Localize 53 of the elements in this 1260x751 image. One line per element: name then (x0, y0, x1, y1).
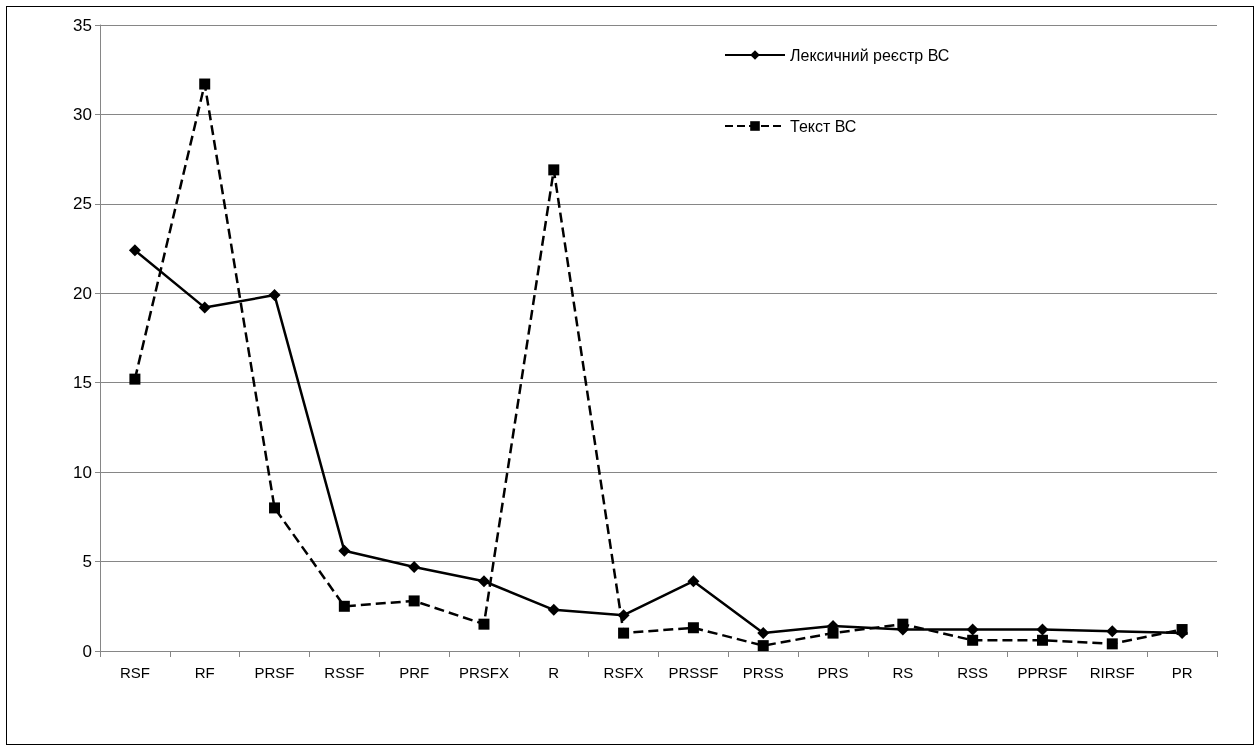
x-tick-label: R (548, 664, 560, 681)
point (757, 627, 770, 640)
point (966, 623, 979, 636)
x-tick-label: PRSSF (668, 664, 719, 681)
point (687, 575, 700, 588)
y-tick-label: 35 (73, 15, 92, 35)
y-tick-label: 15 (73, 373, 92, 393)
x-tick-label: RSF (119, 664, 150, 681)
y-tick-label: 25 (73, 194, 92, 214)
point (408, 595, 420, 607)
point (967, 634, 979, 646)
x-tick-label: PRSS (742, 664, 784, 681)
y-tick-label: 5 (82, 552, 92, 572)
point (827, 627, 839, 639)
point (129, 373, 141, 385)
point (1036, 634, 1048, 646)
x-tick-label: RSS (957, 664, 989, 681)
point (408, 560, 421, 573)
y-tick-label: 30 (73, 104, 92, 124)
x-tick-label: RF (194, 664, 215, 681)
point (617, 609, 630, 622)
point (1036, 623, 1049, 636)
y-tick-label: 20 (73, 283, 92, 303)
point (338, 544, 351, 557)
legend-label: Лексичний реєстр ВС (790, 46, 950, 64)
point (687, 622, 699, 634)
x-tick-label: RSSF (324, 664, 365, 681)
x-tick-label: PRS (817, 664, 849, 681)
x-tick-label: PPRSF (1017, 664, 1068, 681)
point (477, 575, 490, 588)
point (1106, 625, 1119, 638)
x-tick-label: PR (1171, 664, 1193, 681)
point (338, 600, 350, 612)
point (128, 244, 141, 257)
x-tick-label: PRSF (254, 664, 295, 681)
x-tick-label: RS (892, 664, 914, 681)
point (198, 301, 211, 314)
y-tick-label: 10 (73, 462, 92, 482)
x-tick-label: RIRSF (1089, 664, 1135, 681)
y-tick-label: 0 (82, 641, 92, 661)
x-tick-label: RSFX (603, 664, 644, 681)
point (199, 78, 211, 90)
point (618, 627, 630, 639)
legend-label: Текст ВС (790, 117, 857, 135)
point (478, 618, 490, 630)
x-tick-label: PRSFX (458, 664, 509, 681)
x-tick-label: PRF (399, 664, 430, 681)
point (269, 502, 281, 514)
point (547, 603, 560, 616)
point (757, 640, 769, 652)
point (1106, 638, 1118, 650)
point (268, 289, 281, 302)
point (548, 164, 560, 176)
